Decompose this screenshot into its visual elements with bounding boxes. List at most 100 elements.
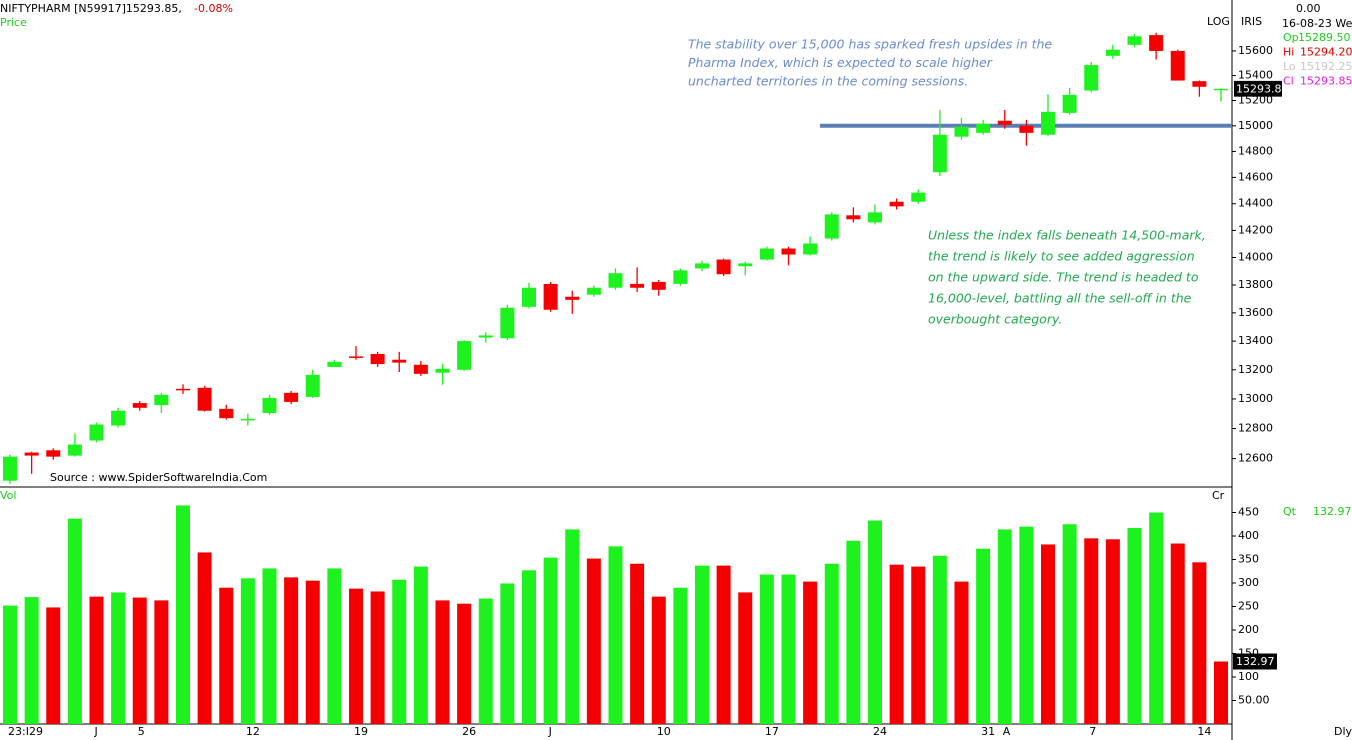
annotation: the trend is likely to see added aggress… [928, 249, 1195, 264]
candle-body [738, 263, 753, 267]
y-tick-label: 14800 [1238, 144, 1273, 157]
y-tick-label: 14400 [1238, 197, 1273, 210]
volume-bar [413, 566, 428, 724]
y-tick-label: 13600 [1238, 306, 1273, 319]
candle-body [457, 341, 472, 370]
volume-bar [695, 565, 709, 724]
volume-bar [1084, 538, 1099, 724]
volume-bar [1041, 544, 1055, 724]
y-tick-label: 15400 [1238, 69, 1273, 82]
candle-body [976, 123, 991, 133]
candle-body [67, 444, 82, 456]
candle-body [219, 408, 234, 419]
candle-body [1019, 125, 1034, 133]
volume-bar [1127, 528, 1142, 724]
annotation: on the upward side. The trend is headed … [928, 270, 1199, 285]
candle-body [500, 307, 515, 339]
x-tick-label: 12 [246, 725, 260, 738]
y-tick-label: 50.00 [1238, 694, 1270, 707]
x-tick-label: 31 [981, 725, 995, 738]
annotation: Pharma Index, which is expected to scale… [688, 55, 993, 70]
candle-body [997, 120, 1012, 125]
volume-bar [219, 587, 234, 724]
volume-bar [543, 557, 558, 724]
y-tick-label: 15000 [1238, 119, 1273, 132]
candle-body [132, 403, 147, 408]
candle-body [932, 134, 947, 173]
candle-body [759, 248, 774, 260]
candle-body [911, 192, 926, 202]
panel-label: Vol [0, 489, 16, 502]
candle-body [349, 356, 363, 358]
ohlc-label: Lo [1283, 60, 1296, 73]
volume-bar [868, 520, 882, 724]
candle-body [522, 287, 536, 307]
ohlc-value: 15294.20 [1300, 46, 1352, 59]
volume-bar [370, 591, 385, 724]
volume-bar [651, 596, 666, 724]
volume-bar [1214, 661, 1228, 724]
x-tick-label: 10 [657, 725, 671, 738]
source-label: Source : www.SpiderSoftwareIndia.Com [50, 471, 267, 484]
x-tick-label: 14 [1197, 725, 1211, 738]
candle-body [435, 368, 450, 373]
volume-bar [500, 583, 515, 724]
volume-bar [1170, 543, 1185, 724]
chart-title: NIFTYPHARM [N59917]15293.85, [0, 2, 182, 15]
candle-body [846, 215, 861, 220]
candle-body [1062, 94, 1077, 113]
volume-bar [111, 592, 126, 724]
volume-bar [1062, 524, 1077, 724]
candle-body [413, 364, 428, 374]
y-tick-label: 450 [1238, 506, 1259, 519]
y-tick-label: 12800 [1238, 422, 1273, 435]
candle-body [111, 410, 126, 426]
candle-body [1214, 88, 1228, 91]
y-tick-label: 13800 [1238, 278, 1273, 291]
candle-body [284, 392, 299, 402]
volume-bar [716, 565, 731, 724]
ohlc-value: 15192.25 [1300, 60, 1352, 73]
candle-body [370, 353, 385, 365]
volume-bar [824, 563, 839, 724]
volume-bar [1019, 526, 1034, 724]
ohlc-label: Op [1283, 31, 1299, 44]
volume-bar [3, 605, 17, 724]
annotation: Unless the index falls beneath 14,500-ma… [928, 228, 1206, 243]
y-tick-label: 300 [1238, 576, 1259, 589]
volume-bar [262, 568, 277, 724]
y-tick-label: 12600 [1238, 452, 1273, 465]
candle-body [889, 201, 904, 207]
candle-body [543, 284, 558, 310]
volume-bar [154, 600, 169, 724]
change-label: -0.08% [194, 2, 233, 15]
y-tick-label: 14600 [1238, 170, 1273, 183]
candle-body [1149, 35, 1164, 51]
x-tick-label: 19 [354, 725, 368, 738]
x-tick-label: A [1003, 725, 1011, 738]
x-tick-label: J [548, 725, 552, 738]
date-label: 16-08-23 We [1282, 17, 1352, 30]
x-tick-label: 24 [873, 725, 887, 738]
volume-bar [67, 518, 82, 724]
candle-body [781, 248, 796, 255]
x-tick-label: 23:I29 [8, 725, 43, 738]
x-tick-label: 17 [765, 725, 779, 738]
indicator-label: IRIS [1241, 15, 1262, 28]
ohlc-value: 15293.85 [1300, 75, 1352, 88]
candle-body [608, 273, 623, 288]
y-tick-label: 250 [1238, 600, 1259, 613]
volume-bar [889, 564, 904, 724]
period-label: Dly [1334, 725, 1352, 738]
corner-label: Cr [1212, 489, 1225, 502]
volume-bar [976, 548, 991, 724]
volume-bar [46, 607, 61, 724]
volume-bar [1149, 512, 1164, 724]
volume-bar [240, 578, 255, 724]
candle-body [803, 243, 818, 255]
candle-body [240, 418, 255, 421]
y-tick-label: 13000 [1238, 392, 1273, 405]
candle-body [1084, 65, 1099, 91]
candle-body [1192, 81, 1207, 87]
volume-bar [176, 505, 190, 724]
